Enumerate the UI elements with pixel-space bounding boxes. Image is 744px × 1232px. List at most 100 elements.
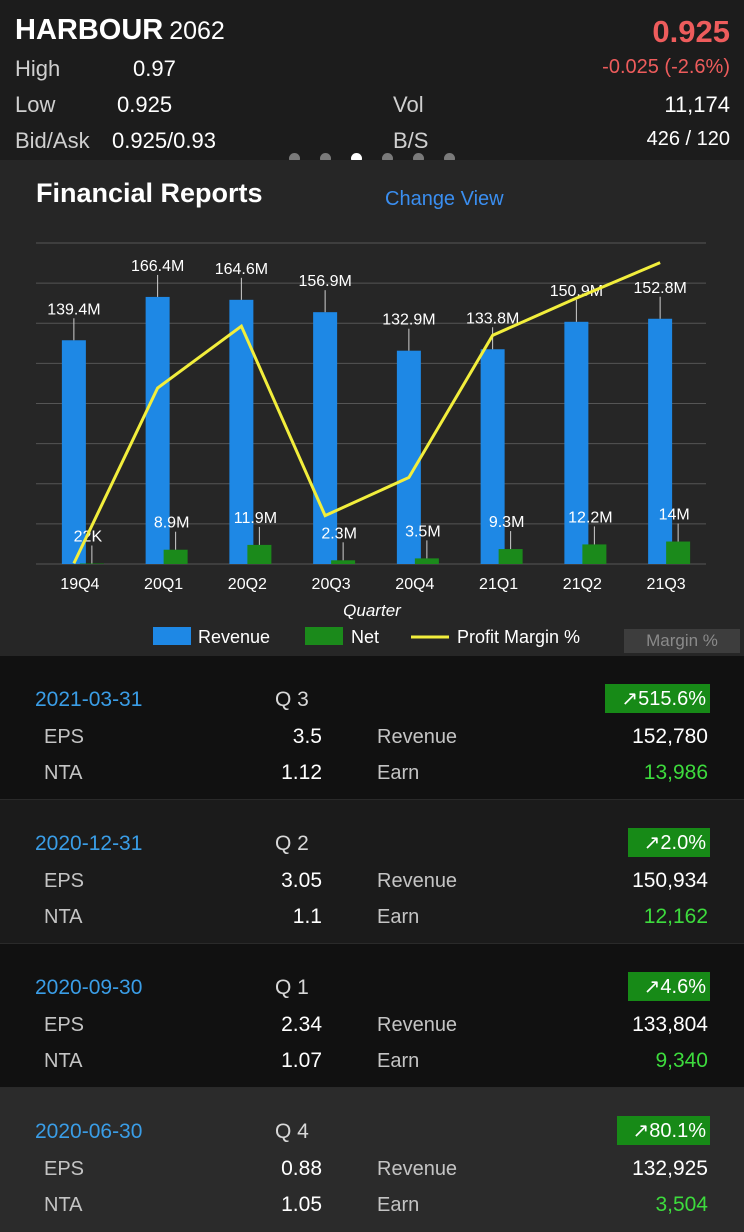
growth-badge: ↗80.1% bbox=[616, 1116, 710, 1145]
revenue-value: 132,925 bbox=[632, 1157, 708, 1180]
earn-value: 9,340 bbox=[655, 1049, 708, 1072]
report-row[interactable]: 2020-06-30 Q 4 ↗80.1% EPS 0.88 Revenue 132,925… bbox=[0, 1088, 744, 1232]
earn-label: Earn bbox=[377, 1194, 420, 1216]
legend-swatch-revenue bbox=[153, 627, 191, 645]
high-label: High bbox=[15, 56, 61, 81]
eps-value: 0.88 bbox=[281, 1157, 322, 1180]
earn-label: Earn bbox=[377, 762, 420, 784]
bs-label: B/S bbox=[393, 128, 429, 153]
nta-label: NTA bbox=[44, 1050, 83, 1072]
financial-reports-panel: Financial Reports Change View 139.4M 166.… bbox=[0, 160, 744, 656]
eps-label: EPS bbox=[44, 870, 85, 892]
report-date: 2021-03-31 bbox=[35, 688, 143, 711]
revenue-label: Revenue bbox=[377, 1158, 458, 1180]
revenue-bar bbox=[145, 296, 170, 564]
eps-label: EPS bbox=[44, 1014, 85, 1036]
nta-value: 1.12 bbox=[281, 761, 322, 784]
report-quarter: Q 2 bbox=[275, 832, 309, 855]
nta-label: NTA bbox=[44, 1194, 83, 1216]
earn-value: 13,986 bbox=[643, 761, 708, 784]
vol-value: 11,174 bbox=[664, 92, 730, 117]
x-axis-title: Quarter bbox=[343, 601, 402, 620]
report-row[interactable]: 2020-12-31 Q 2 ↗2.0% EPS 3.05 Revenue 150,934 N… bbox=[0, 800, 744, 944]
page-dot[interactable] bbox=[444, 153, 455, 165]
report-date: 2020-06-30 bbox=[35, 1120, 143, 1143]
net-bar bbox=[79, 563, 104, 564]
net-bar bbox=[582, 544, 607, 564]
revenue-label: 150.9M bbox=[550, 283, 603, 300]
revenue-bar bbox=[480, 349, 505, 564]
stock-code: 2062 bbox=[169, 17, 225, 45]
legend-swatch-net bbox=[305, 627, 343, 645]
eps-value: 3.5 bbox=[292, 725, 322, 748]
growth-badge: ↗515.6% bbox=[605, 684, 710, 713]
revenue-bar bbox=[61, 340, 86, 564]
eps-label: EPS bbox=[44, 1158, 85, 1180]
page-dot[interactable] bbox=[351, 153, 362, 165]
revenue-value: 133,804 bbox=[632, 1013, 708, 1036]
report-list: 2021-03-31 Q 3 ↗515.6% EPS 3.5 Revenue 152,780… bbox=[0, 656, 744, 1232]
change-view-link[interactable]: Change View bbox=[385, 188, 504, 210]
section-title: Financial Reports bbox=[36, 178, 263, 208]
legend-label-margin: Profit Margin % bbox=[457, 627, 580, 647]
report-quarter: Q 4 bbox=[275, 1120, 309, 1143]
x-tick-label: 20Q4 bbox=[395, 576, 434, 593]
earn-value: 3,504 bbox=[655, 1193, 708, 1216]
legend-label-net: Net bbox=[351, 627, 379, 647]
eps-label: EPS bbox=[44, 726, 85, 748]
growth-badge: ↗4.6% bbox=[627, 972, 710, 1001]
price-change: -0.025 (-2.6%) bbox=[602, 56, 730, 78]
bs-value: 426 / 120 bbox=[646, 128, 730, 150]
high-value: 0.97 bbox=[133, 56, 176, 81]
x-tick-label: 19Q4 bbox=[60, 576, 99, 593]
stock-header: HARBOUR 2062 0.925 -0.025 (-2.6%) High 0.… bbox=[0, 0, 744, 165]
report-date: 2020-12-31 bbox=[35, 832, 143, 855]
net-bar bbox=[163, 549, 188, 564]
revenue-bar bbox=[648, 318, 673, 564]
revenue-label: 132.9M bbox=[382, 312, 435, 329]
page-dot[interactable] bbox=[382, 153, 393, 165]
net-bar bbox=[247, 544, 272, 564]
revenue-label: 133.8M bbox=[466, 310, 519, 327]
page-dot[interactable] bbox=[289, 153, 300, 165]
revenue-label: Revenue bbox=[377, 1014, 458, 1036]
x-tick-label: 21Q2 bbox=[563, 576, 602, 593]
earn-label: Earn bbox=[377, 906, 420, 928]
financial-chart: 139.4M 166.4M 164.6M 156.9M 132.9M 133.8M 150.… bbox=[36, 242, 706, 647]
eps-value: 3.05 bbox=[281, 869, 322, 892]
net-bar bbox=[666, 541, 691, 564]
page-indicator[interactable] bbox=[289, 150, 475, 168]
page-dot[interactable] bbox=[413, 153, 424, 165]
eps-value: 2.34 bbox=[281, 1013, 322, 1036]
x-tick-label: 20Q1 bbox=[144, 576, 183, 593]
x-tick-label: 21Q3 bbox=[647, 576, 686, 593]
last-price: 0.925 bbox=[652, 14, 730, 49]
low-label: Low bbox=[15, 92, 56, 117]
revenue-label: 152.8M bbox=[633, 280, 686, 297]
net-label: 11.9M bbox=[234, 510, 277, 527]
nta-label: NTA bbox=[44, 906, 83, 928]
legend-label-revenue: Revenue bbox=[198, 627, 270, 647]
report-row[interactable]: 2020-09-30 Q 1 ↗4.6% EPS 2.34 Revenue 133,804 N… bbox=[0, 944, 744, 1088]
stock-title: HARBOUR 2062 bbox=[15, 14, 225, 47]
report-row[interactable]: 2021-03-31 Q 3 ↗515.6% EPS 3.5 Revenue 152,780… bbox=[0, 656, 744, 800]
report-quarter: Q 3 bbox=[275, 688, 309, 711]
low-value: 0.925 bbox=[117, 92, 173, 117]
revenue-bar bbox=[564, 321, 589, 564]
net-label: 2.3M bbox=[321, 525, 357, 542]
page-dot[interactable] bbox=[320, 153, 331, 165]
bidask-label: Bid/Ask bbox=[15, 128, 90, 153]
x-tick-label: 21Q1 bbox=[479, 576, 518, 593]
net-label: 8.9M bbox=[154, 515, 190, 532]
revenue-bar bbox=[396, 350, 421, 564]
revenue-bar bbox=[313, 312, 338, 564]
nta-value: 1.07 bbox=[281, 1049, 322, 1072]
margin-toggle-button[interactable]: Margin % bbox=[624, 629, 740, 653]
net-label: 3.5M bbox=[405, 523, 441, 540]
nta-value: 1.1 bbox=[292, 905, 322, 928]
revenue-label: 139.4M bbox=[47, 301, 100, 318]
revenue-value: 152,780 bbox=[632, 725, 708, 748]
net-label: 12.2M bbox=[568, 509, 612, 526]
revenue-label: Revenue bbox=[377, 726, 458, 748]
nta-label: NTA bbox=[44, 762, 83, 784]
